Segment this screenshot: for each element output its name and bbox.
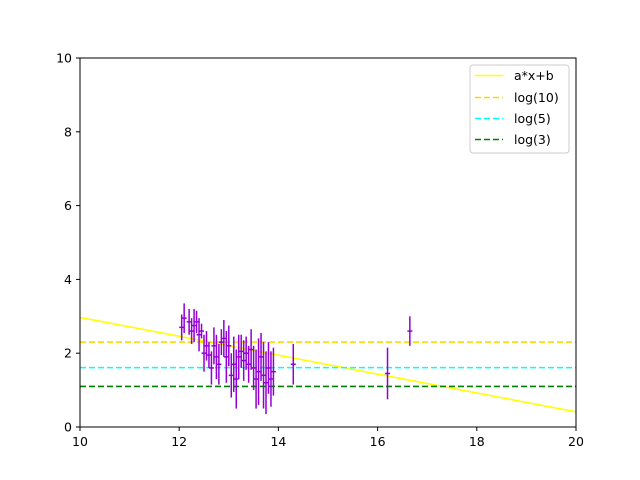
x-axis-ticks: 10 12 14 16 18 20: [72, 427, 584, 449]
y-tick-label: 8: [64, 124, 72, 139]
y-tick-label: 6: [64, 198, 72, 213]
x-tick-label: 14: [270, 434, 286, 449]
data-point: [407, 316, 413, 346]
data-point: [256, 338, 262, 405]
data-point: [251, 345, 257, 391]
data-point: [221, 319, 227, 357]
data-point: [241, 340, 247, 381]
y-tick-label: 0: [64, 420, 72, 435]
data-point: [208, 351, 214, 385]
data-point: [196, 318, 202, 352]
data-points: [179, 303, 413, 415]
data-point: [290, 343, 296, 385]
data-point: [270, 347, 276, 396]
series-line-0: [80, 316, 576, 413]
legend-label-log10: log(10): [514, 90, 559, 105]
data-point: [189, 318, 195, 344]
data-point: [261, 342, 266, 409]
x-tick-label: 10: [72, 434, 88, 449]
data-point: [233, 349, 239, 409]
legend: a*x+b log(10) log(5) log(3): [469, 64, 570, 154]
data-point: [268, 351, 274, 407]
axes: [79, 57, 577, 428]
data-point: [194, 310, 200, 333]
legend-label-log3: log(3): [514, 132, 551, 147]
data-point: [191, 308, 197, 343]
y-tick-label: 2: [64, 346, 72, 361]
data-point: [211, 327, 217, 365]
data-point: [246, 345, 252, 383]
data-point: [228, 353, 234, 398]
y-tick-label: 4: [64, 272, 72, 287]
y-tick-label: 10: [56, 51, 72, 66]
legend-box: [469, 64, 570, 154]
data-point: [199, 323, 204, 339]
data-point: [181, 303, 187, 333]
data-point: [238, 334, 244, 368]
y-axis-ticks: 0 2 4 6 8 10: [56, 51, 80, 435]
data-point: [216, 343, 222, 385]
x-tick-label: 16: [370, 434, 386, 449]
data-point: [236, 334, 242, 380]
data-point: [226, 325, 232, 367]
legend-label-fit: a*x+b: [514, 68, 554, 83]
data-point: [266, 342, 271, 394]
x-tick-label: 18: [469, 434, 485, 449]
reference-lines: [80, 316, 576, 413]
data-point: [258, 332, 264, 381]
data-point: [253, 349, 259, 409]
data-point: [223, 331, 229, 383]
data-point: [248, 329, 254, 370]
data-point: [206, 342, 212, 368]
data-point: [263, 351, 269, 415]
x-tick-label: 12: [171, 434, 187, 449]
axes-frame: [79, 57, 577, 428]
data-point: [213, 334, 219, 380]
x-tick-label: 20: [568, 434, 584, 449]
data-point: [231, 336, 237, 392]
legend-label-log5: log(5): [514, 111, 551, 126]
data-point: [218, 329, 224, 356]
data-point: [385, 347, 390, 400]
data-point: [201, 334, 207, 372]
